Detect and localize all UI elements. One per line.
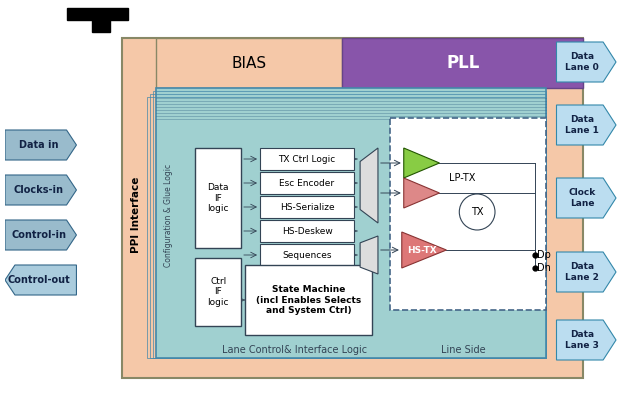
Bar [155,88,545,358]
Text: Data
Lane 1: Data Lane 1 [565,115,599,135]
Polygon shape [404,178,439,208]
Bar [196,148,241,248]
Text: HS-Deskew: HS-Deskew [282,227,333,236]
Bar [260,244,354,266]
Text: PPI Interface: PPI Interface [131,177,141,253]
Polygon shape [360,236,378,274]
Text: BIAS: BIAS [231,56,267,71]
Text: TX: TX [471,207,483,217]
Polygon shape [557,252,616,292]
Text: Configuration & Glue Logic: Configuration & Glue Logic [164,164,173,267]
Polygon shape [557,105,616,145]
Text: Lane Control& Interface Logic: Lane Control& Interface Logic [222,345,367,355]
Text: PLL: PLL [446,54,479,72]
Text: Dn: Dn [537,263,550,273]
Text: Sequences: Sequences [283,251,332,260]
Text: Esc Encoder: Esc Encoder [280,178,334,188]
Text: TX Ctrl Logic: TX Ctrl Logic [278,154,336,164]
Text: LP-TX: LP-TX [449,173,476,183]
Bar [390,118,545,310]
Text: Control-in: Control-in [11,230,66,240]
Bar [260,196,354,218]
Bar [260,172,354,194]
Text: Clocks-in: Clocks-in [14,185,64,195]
Polygon shape [557,320,616,360]
Polygon shape [5,220,77,250]
Text: Ctrl
IF
logic: Ctrl IF logic [207,277,229,307]
Polygon shape [402,232,447,268]
Text: HS-TX: HS-TX [407,245,436,255]
Bar [150,94,545,358]
Polygon shape [5,130,77,160]
Bar [260,148,354,170]
Text: Data
IF
logic: Data IF logic [207,183,229,213]
Text: Clock
Lane: Clock Lane [569,188,596,208]
Bar [153,91,545,358]
Text: HS-Serialize: HS-Serialize [280,203,334,212]
Polygon shape [360,148,378,223]
Text: State Machine
(incl Enables Selects
and System Ctrl): State Machine (incl Enables Selects and … [256,285,361,315]
Bar [122,38,583,378]
Text: Data
Lane 0: Data Lane 0 [565,52,599,72]
Bar [147,97,545,358]
Bar [155,38,342,88]
Polygon shape [5,265,77,295]
Text: Data in: Data in [19,140,59,150]
Text: Dp: Dp [537,250,550,260]
Polygon shape [404,148,439,178]
Circle shape [459,194,495,230]
Polygon shape [557,42,616,82]
Bar [196,258,241,326]
Bar [93,20,110,32]
Bar [260,220,354,242]
Text: Data
Lane 3: Data Lane 3 [565,330,599,350]
Bar [67,8,128,20]
Text: Line Side: Line Side [441,345,486,355]
Polygon shape [557,178,616,218]
Bar [245,265,372,335]
Text: Data
Lane 2: Data Lane 2 [565,262,599,282]
Bar [342,38,583,88]
Text: Control-out: Control-out [7,275,70,285]
Polygon shape [5,175,77,205]
